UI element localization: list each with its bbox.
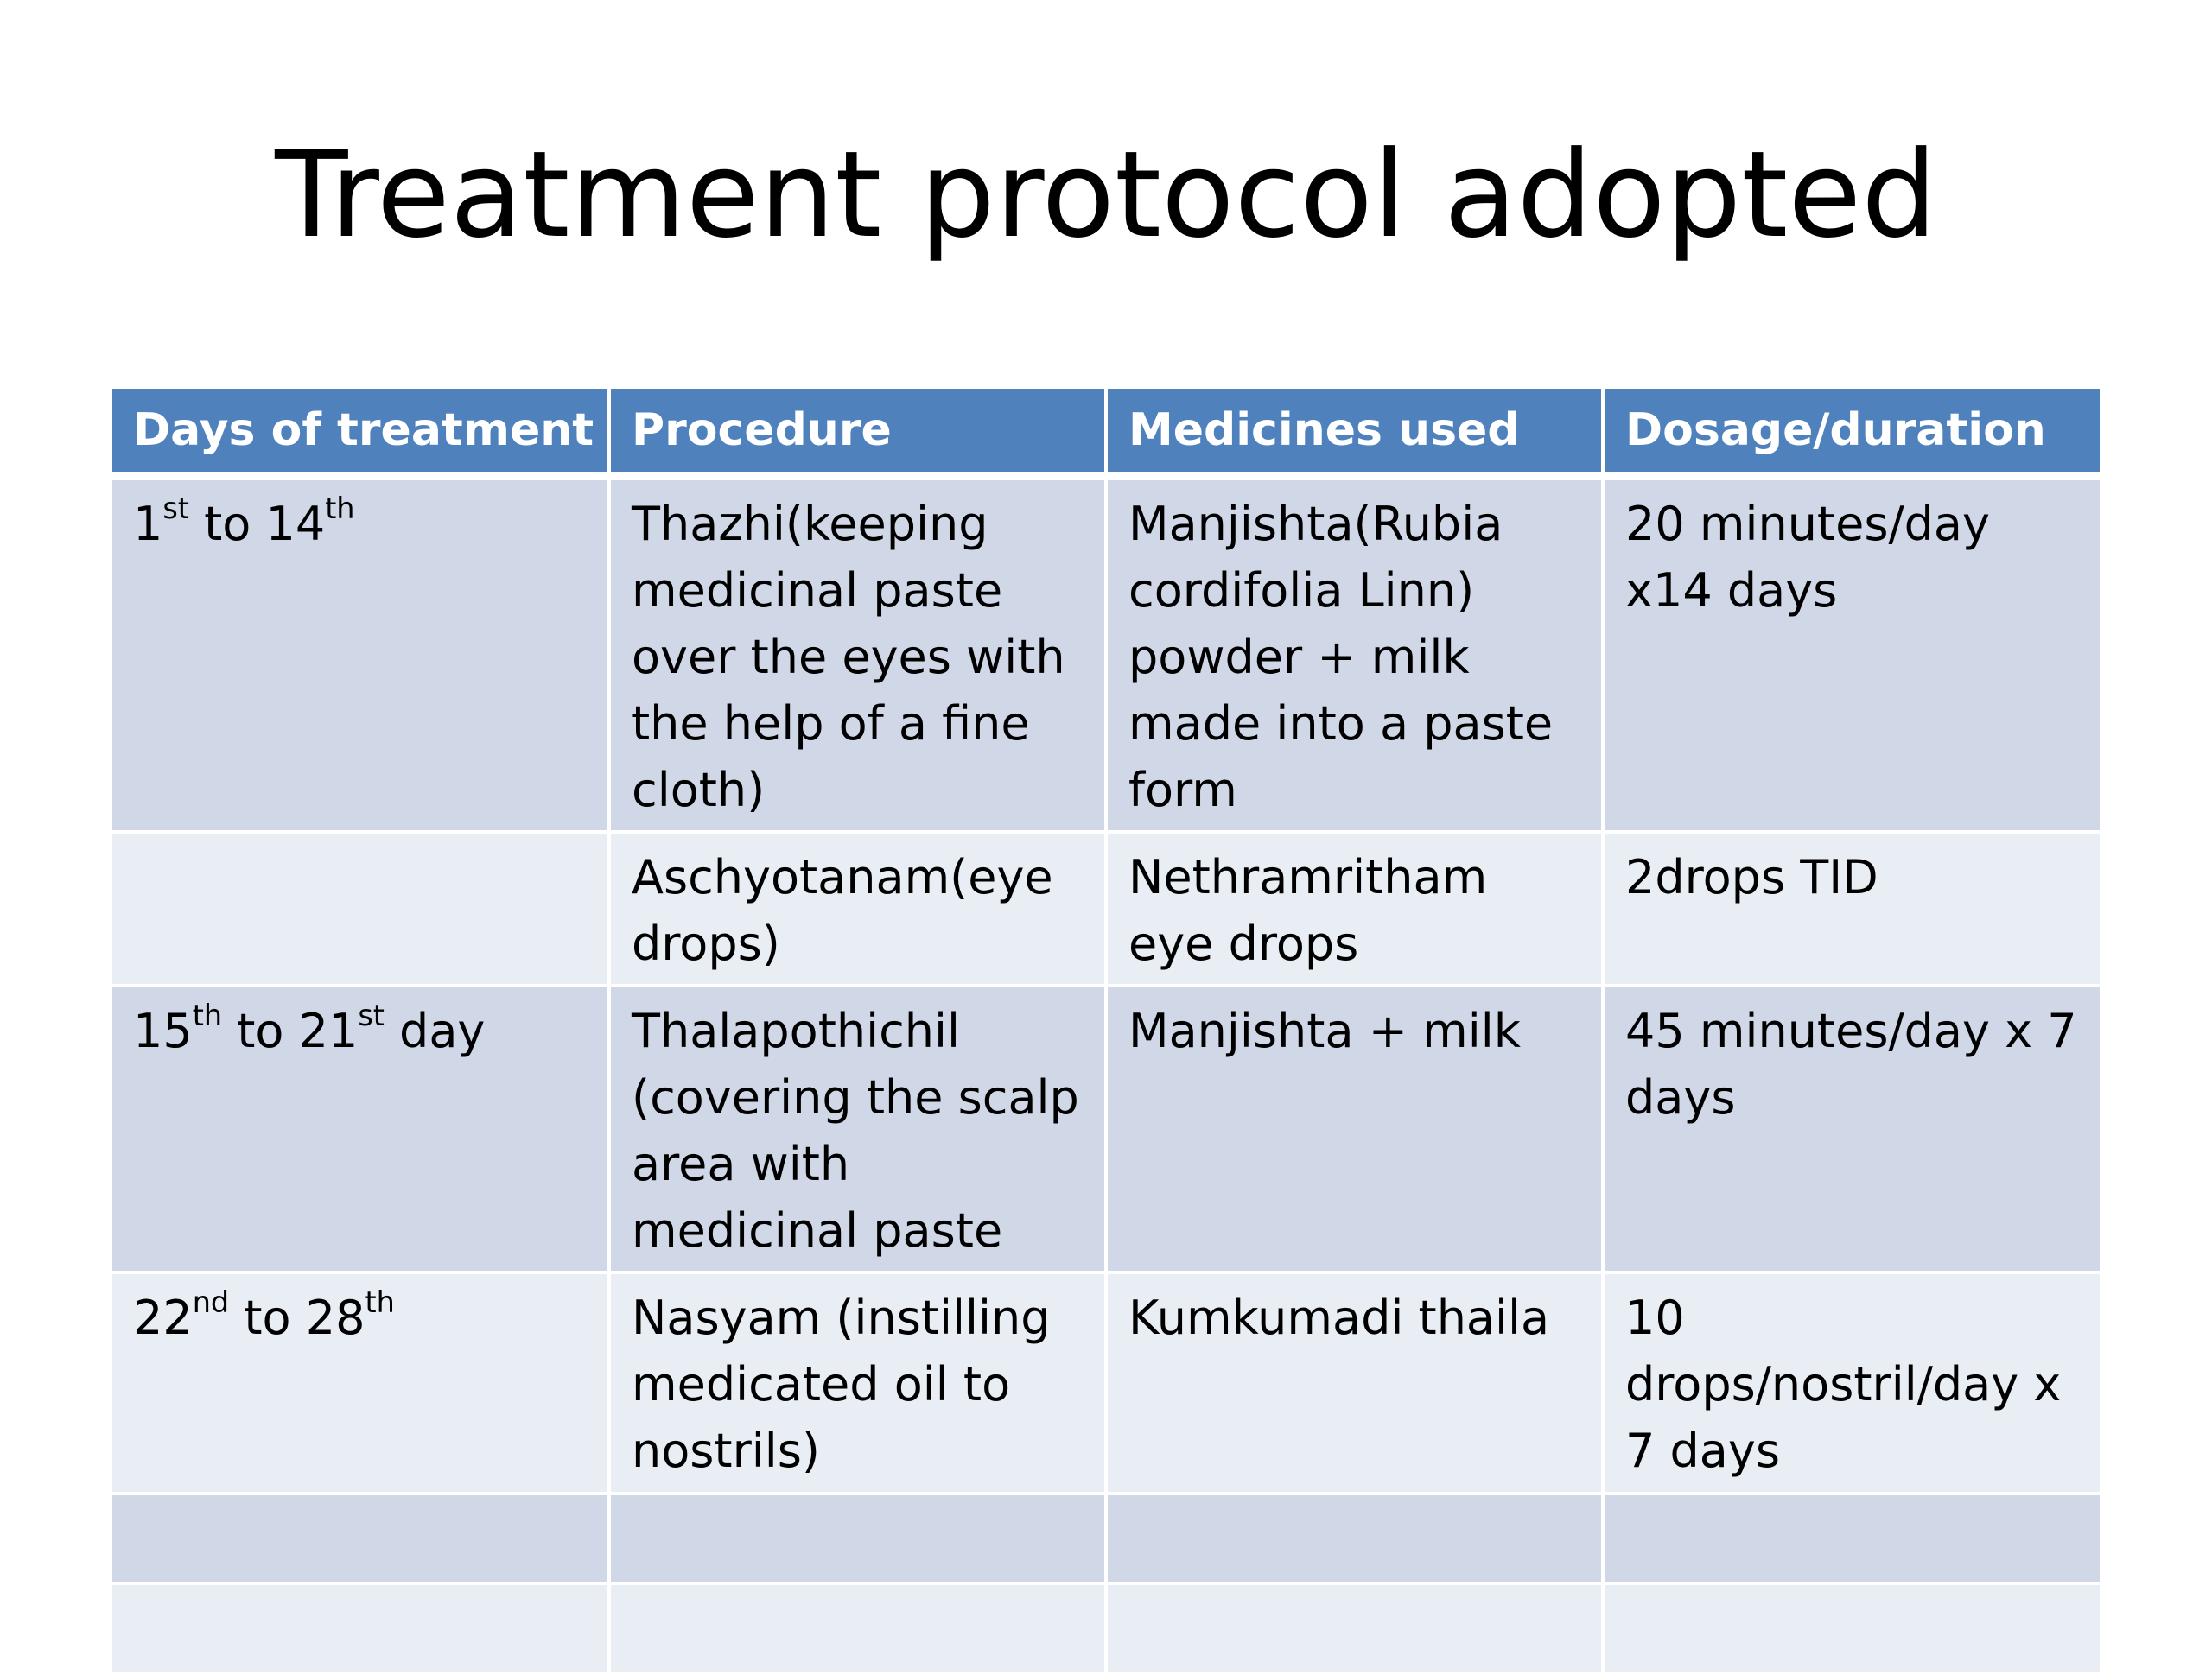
medicines-cell: Nethramritham eye drops	[1106, 832, 1605, 987]
days-start-suffix: st	[162, 491, 189, 525]
days-cell	[112, 832, 611, 987]
days-start: 1	[133, 497, 163, 551]
empty-cell	[112, 1583, 611, 1675]
table-row: Aschyotanam(eye drops) Nethramritham eye…	[112, 832, 2100, 987]
days-start: 22	[133, 1291, 193, 1345]
procedure-cell: Thazhi(keeping medicinal paste over the …	[609, 476, 1108, 834]
days-start-suffix: th	[192, 998, 223, 1032]
empty-cell	[609, 1494, 1108, 1585]
dosage-cell: 45 minutes/day x 7 days	[1603, 986, 2100, 1274]
empty-cell	[1603, 1583, 2100, 1675]
slide-title: Treatment protocol adopted	[275, 125, 1937, 264]
days-cell: 15th to 21st day	[112, 986, 611, 1274]
days-end-suffix: th	[365, 1285, 395, 1319]
days-trailing: day	[384, 1004, 486, 1058]
header-days-of-treatment: Days of treatment	[112, 389, 611, 480]
days-end-suffix: st	[358, 998, 385, 1032]
dosage-cell: 2drops TID	[1603, 832, 2100, 987]
days-end: to 28	[229, 1291, 365, 1345]
table-row-empty	[112, 1583, 2100, 1675]
treatment-table-container: Days of treatment Procedure Medicines us…	[112, 389, 2100, 1675]
table-row: 22nd to 28th Nasyam (instilling medicate…	[112, 1272, 2100, 1495]
days-end: to 21	[222, 1004, 359, 1058]
days-cell: 22nd to 28th	[112, 1272, 611, 1495]
table-row-empty	[112, 1494, 2100, 1585]
treatment-protocol-table: Days of treatment Procedure Medicines us…	[112, 389, 2100, 1675]
empty-cell	[609, 1583, 1108, 1675]
procedure-cell: Thalapothichil (covering the scalp area …	[609, 986, 1108, 1274]
procedure-cell: Nasyam (instilling medicated oil to nost…	[609, 1272, 1108, 1495]
empty-cell	[1106, 1583, 1605, 1675]
procedure-cell: Aschyotanam(eye drops)	[609, 832, 1108, 987]
table-row: 1st to 14th Thazhi(keeping medicinal pas…	[112, 476, 2100, 834]
days-cell: 1st to 14th	[112, 476, 611, 834]
days-end: to 14	[188, 497, 326, 551]
header-procedure: Procedure	[609, 389, 1108, 480]
days-start-suffix: nd	[192, 1285, 230, 1319]
empty-cell	[112, 1494, 611, 1585]
days-start: 15	[133, 1004, 193, 1058]
table-row: 15th to 21st day Thalapothichil (coverin…	[112, 986, 2100, 1274]
medicines-cell: Kumkumadi thaila	[1106, 1272, 1605, 1495]
header-medicines-used: Medicines used	[1106, 389, 1605, 480]
header-dosage-duration: Dosage/duration	[1603, 389, 2100, 480]
dosage-cell: 10 drops/nostril/day x 7 days	[1603, 1272, 2100, 1495]
days-end-suffix: th	[325, 491, 355, 525]
medicines-cell: Manjishta(Rubia cordifolia Linn) powder …	[1106, 476, 1605, 834]
empty-cell	[1603, 1494, 2100, 1585]
medicines-cell: Manjishta + milk	[1106, 986, 1605, 1274]
dosage-cell: 20 minutes/day x14 days	[1603, 476, 2100, 834]
empty-cell	[1106, 1494, 1605, 1585]
table-header-row: Days of treatment Procedure Medicines us…	[112, 389, 2100, 480]
